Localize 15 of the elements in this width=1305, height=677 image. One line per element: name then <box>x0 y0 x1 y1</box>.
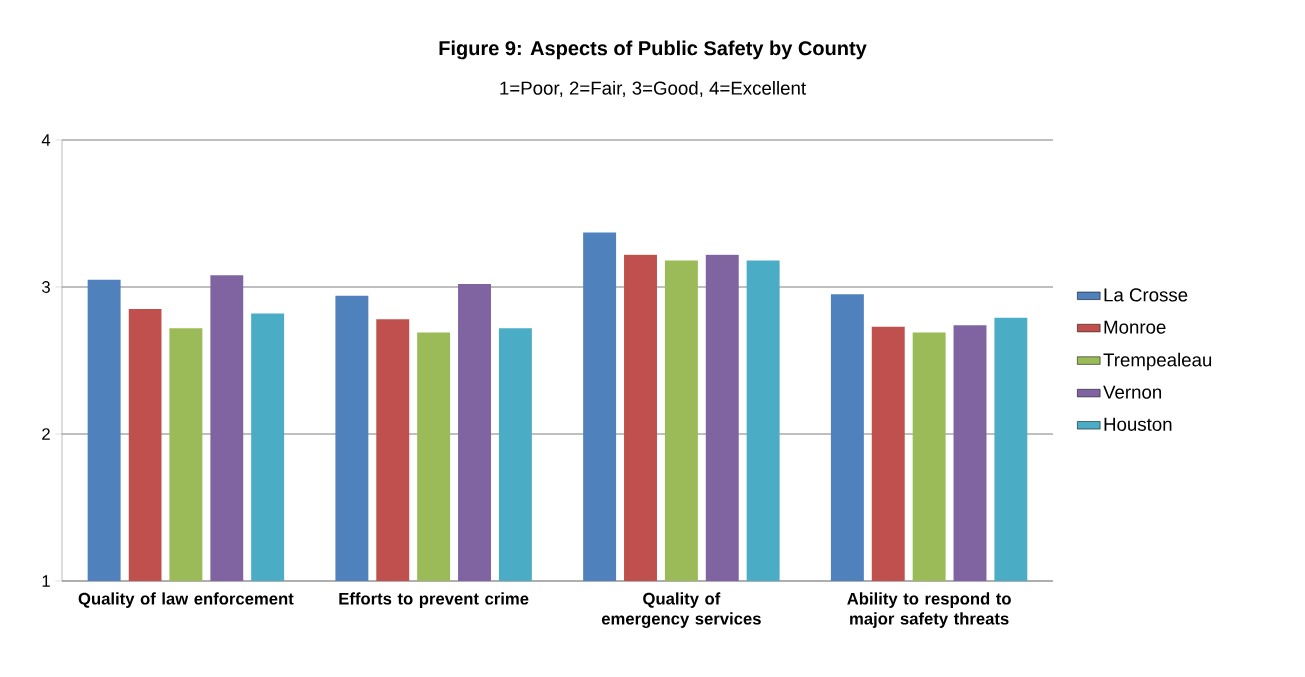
x-tick-label: Ability to respond to major safety threats <box>847 592 1011 628</box>
x-tick-label: Quality of law enforcement <box>78 592 294 608</box>
y-tick-label: 1 <box>42 575 50 587</box>
legend-label: Monroe <box>1104 320 1166 334</box>
x-tick-label: Efforts to prevent crime <box>339 592 529 608</box>
legend-label: Houston <box>1104 417 1172 431</box>
legend-label: Trempealeau <box>1103 352 1212 371</box>
chart-subtitle: 1=Poor, 2=Fair, 3=Good, 4=Excellent <box>500 81 806 97</box>
y-tick-label: 4 <box>41 134 51 146</box>
chart-title: Figure 9: Aspects of Public Safety by County <box>439 40 867 60</box>
legend-label: Vernon <box>1103 385 1162 399</box>
y-tick-label: 3 <box>41 281 50 293</box>
y-tick-label: 2 <box>42 428 50 440</box>
x-tick-label: Quality of emergency services <box>601 592 761 628</box>
legend-label: La Crosse <box>1104 288 1188 302</box>
